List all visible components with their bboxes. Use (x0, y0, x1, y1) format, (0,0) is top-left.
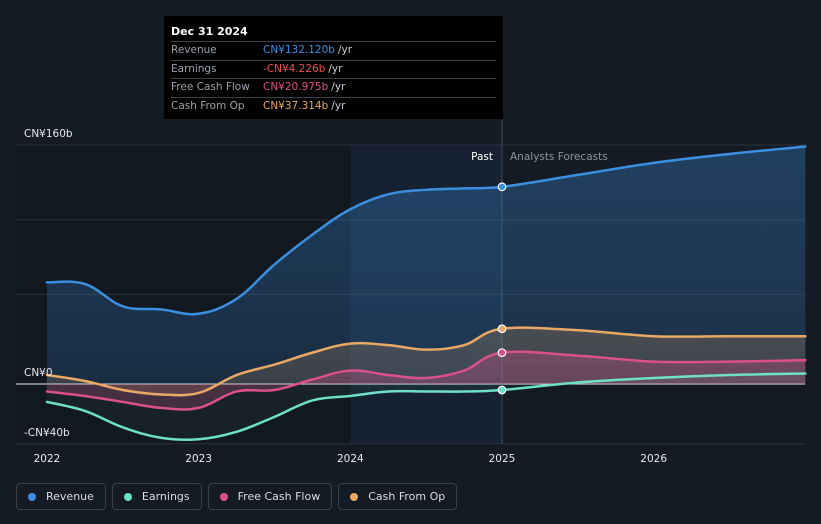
x-tick-label: 2022 (34, 453, 61, 465)
tooltip-unit: /yr (337, 44, 353, 56)
tooltip-label: Free Cash Flow (171, 81, 250, 93)
x-tick-label: 2024 (337, 453, 364, 465)
tooltip-label: Earnings (171, 62, 217, 75)
legend-item-earnings[interactable]: Earnings (111, 483, 202, 510)
legend-label: Cash From Op (368, 490, 446, 503)
tooltip: Dec 31 2024 Revenue CN¥132.120b /yr Earn… (164, 16, 503, 119)
free-cash-flow-marker (497, 348, 507, 358)
revenue-marker (497, 182, 507, 192)
tooltip-row-earnings: Earnings -CN¥4.226b /yr (171, 59, 496, 79)
y-tick-label: CN¥0 (24, 367, 53, 379)
tooltip-value: -CN¥4.226b (263, 62, 326, 75)
tooltip-unit: /yr (331, 99, 346, 112)
cash-from-op-marker (497, 324, 507, 334)
y-tick-label: CN¥160b (24, 128, 73, 140)
x-tick-label: 2026 (640, 453, 667, 465)
tooltip-row-cash-from-op: Cash From Op CN¥37.314b /yr (171, 96, 496, 116)
y-tick-label: -CN¥40b (24, 427, 70, 439)
cash-from-op-line (45, 326, 807, 397)
legend-label: Earnings (141, 490, 190, 503)
legend: Revenue Earnings Free Cash Flow Cash Fro… (16, 483, 458, 511)
free-cash-flow-area (47, 351, 806, 410)
past-label: Past (471, 151, 493, 163)
tooltip-value: CN¥37.314b (263, 99, 329, 112)
tooltip-unit: /yr (328, 62, 343, 75)
tooltip-row-revenue: Revenue CN¥132.120b /yr (171, 41, 496, 60)
legend-label: Free Cash Flow (237, 490, 321, 503)
legend-item-cash-from-op[interactable]: Cash From Op (338, 483, 458, 510)
earnings-line (45, 372, 807, 442)
tooltip-date: Dec 31 2024 (171, 25, 248, 38)
revenue-line (45, 145, 807, 316)
x-tick-label: 2025 (489, 453, 516, 465)
revenue-area (47, 146, 806, 384)
legend-label: Revenue (46, 490, 94, 503)
tooltip-value: CN¥20.975b (263, 81, 329, 93)
tooltip-row-free-cash-flow: Free Cash Flow CN¥20.975b /yr (171, 78, 496, 97)
legend-item-revenue[interactable]: Revenue (16, 483, 106, 510)
cash-from-op-dot-icon (350, 492, 359, 501)
revenue-dot-icon (28, 492, 36, 501)
earnings-area (47, 373, 806, 440)
x-tick-label: 2023 (185, 453, 212, 465)
free-cash-flow-line (45, 350, 807, 411)
free-cash-flow-dot-icon (219, 492, 228, 501)
earnings-marker (497, 385, 507, 395)
tooltip-value: CN¥132.120b (263, 44, 335, 56)
forecast-label: Analysts Forecasts (510, 151, 608, 163)
tooltip-label: Cash From Op (171, 99, 245, 112)
tooltip-unit: /yr (331, 81, 346, 93)
tooltip-label: Revenue (171, 44, 217, 56)
legend-item-free-cash-flow[interactable]: Free Cash Flow (207, 483, 333, 510)
earnings-dot-icon (123, 492, 132, 501)
